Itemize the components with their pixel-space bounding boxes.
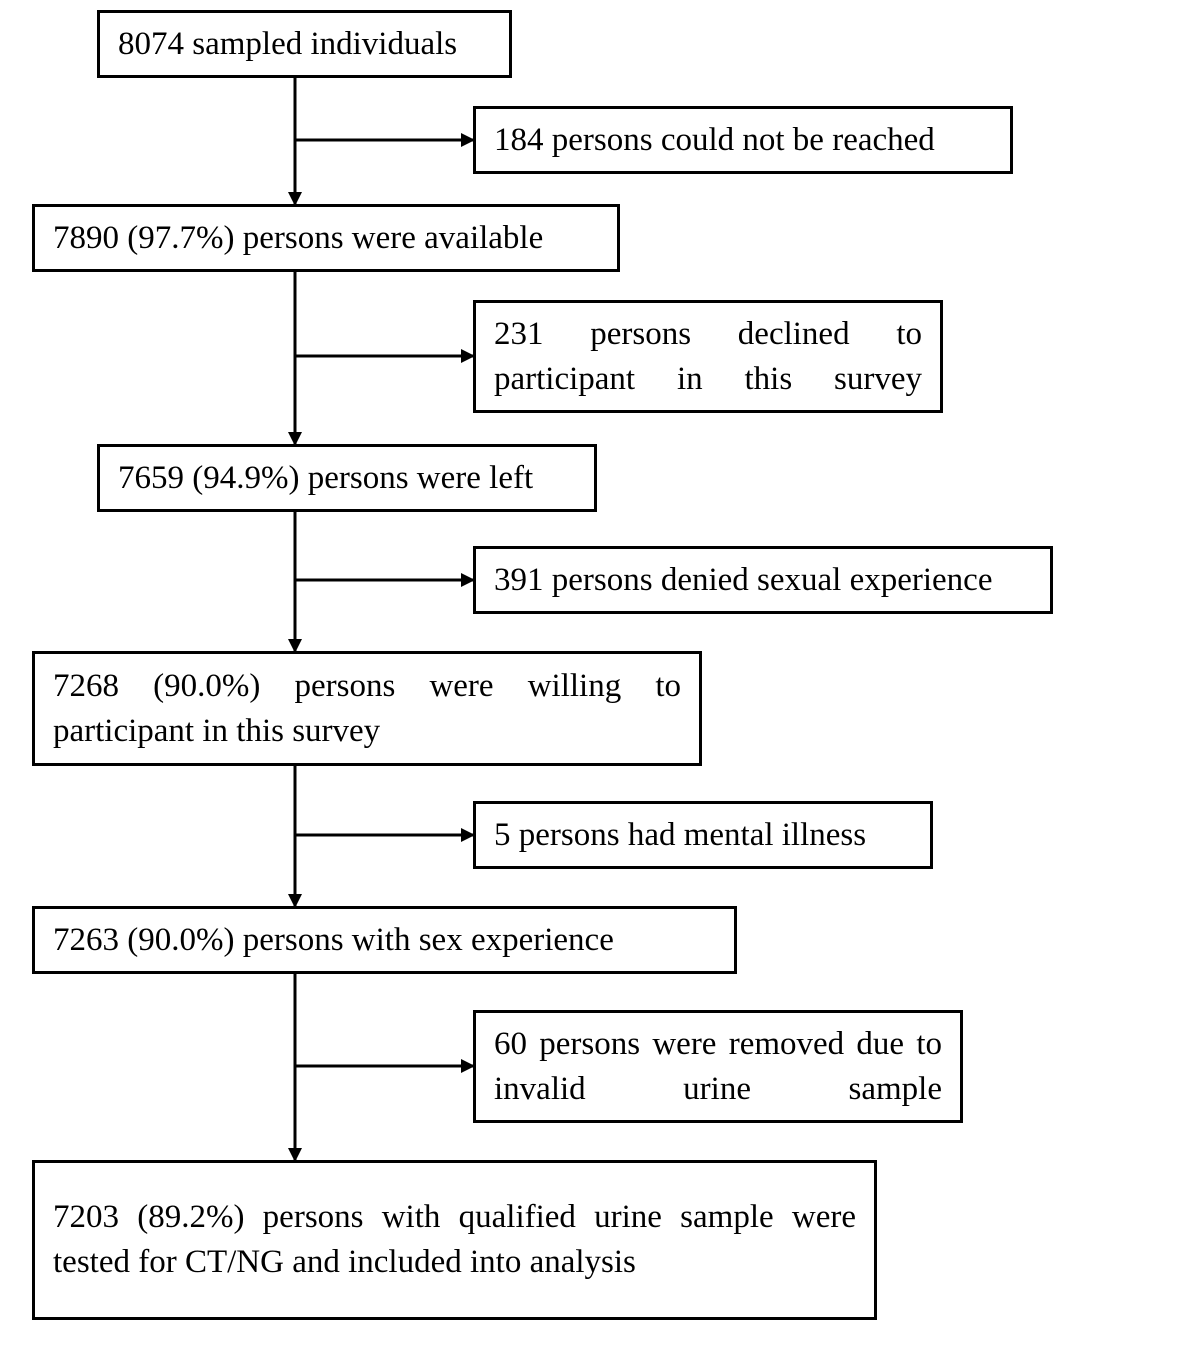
box-qualified-text: 7203 (89.2%) persons with qualified urin… [53, 1195, 856, 1284]
box-not-reached-text: 184 persons could not be reached [494, 118, 935, 163]
box-sex-experience: 7263 (90.0%) persons with sex experience [32, 906, 737, 974]
box-sampled-text: 8074 sampled individuals [118, 22, 457, 67]
box-denied: 391 persons denied sexual experience [473, 546, 1053, 614]
box-willing: 7268 (90.0%) persons were willing to par… [32, 651, 702, 766]
box-denied-text: 391 persons denied sexual experience [494, 558, 992, 603]
box-sex-experience-text: 7263 (90.0%) persons with sex experience [53, 918, 614, 963]
box-left: 7659 (94.9%) persons were left [97, 444, 597, 512]
flowchart-canvas: 8074 sampled individuals 7890 (97.7%) pe… [0, 0, 1184, 1369]
box-willing-text: 7268 (90.0%) persons were willing to par… [53, 664, 681, 753]
box-available: 7890 (97.7%) persons were available [32, 204, 620, 272]
box-invalid-urine-text: 60 persons were removed due to invalid u… [494, 1022, 942, 1111]
box-invalid-urine: 60 persons were removed due to invalid u… [473, 1010, 963, 1123]
box-declined: 231 persons declined to participant in t… [473, 300, 943, 413]
box-available-text: 7890 (97.7%) persons were available [53, 216, 543, 261]
box-left-text: 7659 (94.9%) persons were left [118, 456, 533, 501]
box-declined-text: 231 persons declined to participant in t… [494, 312, 922, 401]
box-mental-illness-text: 5 persons had mental illness [494, 813, 866, 858]
box-not-reached: 184 persons could not be reached [473, 106, 1013, 174]
box-sampled: 8074 sampled individuals [97, 10, 512, 78]
box-qualified: 7203 (89.2%) persons with qualified urin… [32, 1160, 877, 1320]
box-mental-illness: 5 persons had mental illness [473, 801, 933, 869]
